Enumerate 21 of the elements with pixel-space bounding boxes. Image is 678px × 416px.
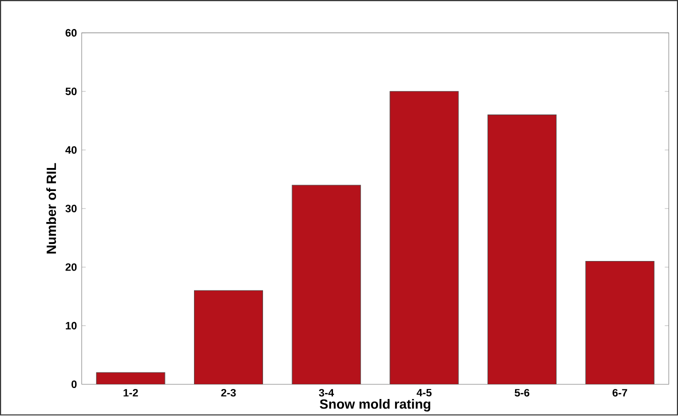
x-tick-label: 6-7: [612, 389, 628, 397]
x-tick-label: 4-5: [416, 389, 432, 396]
x-tick-label: 3-4: [318, 389, 334, 397]
x-tick-label: 5-6: [514, 389, 530, 397]
y-tick-label: 40: [65, 146, 77, 154]
bar: [488, 114, 557, 384]
bar: [390, 91, 458, 384]
y-tick-label: 60: [66, 29, 77, 37]
bar: [292, 184, 361, 384]
x-tick-label: 2-3: [221, 389, 236, 397]
y-tick-label: 20: [66, 263, 77, 271]
bar: [96, 372, 165, 384]
x-axis-title: Snow mold rating: [320, 399, 430, 412]
bar: [585, 261, 654, 384]
y-tick-label: 50: [66, 88, 77, 96]
y-tick-label: 0: [72, 380, 77, 388]
y-tick-label: 10: [66, 322, 77, 330]
y-axis-title: Number of RIL: [46, 163, 56, 254]
y-tick-label: 30: [65, 204, 77, 212]
bar: [194, 290, 264, 384]
x-tick-label: 1-2: [124, 389, 138, 396]
